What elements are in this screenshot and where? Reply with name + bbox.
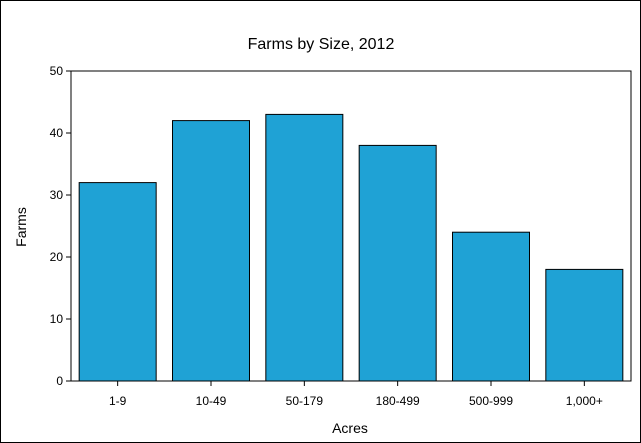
x-tick-label-4: 500-999: [469, 394, 513, 408]
y-axis-label: Farms: [13, 207, 29, 247]
bar-5: [545, 268, 624, 382]
bar-1: [172, 120, 250, 382]
chart-title: Farms by Size, 2012: [248, 36, 395, 53]
plot-area: 0 10 20 30 40 50 1-9 10-49 50-179 180-499 500-999 1…: [50, 64, 632, 408]
x-tick-label-0: 1-9: [109, 394, 127, 408]
y-tick-label-4: 40: [50, 126, 64, 140]
y-tick-label-5: 50: [50, 64, 64, 78]
bar-2: [265, 113, 344, 382]
y-tick-label-0: 0: [56, 374, 63, 388]
bar-4: [452, 231, 530, 382]
x-tick-label-5: 1,000+: [566, 394, 603, 408]
x-tick-label-3: 180-499: [376, 394, 420, 408]
plot-frame: [70, 70, 632, 382]
y-tick-label-3: 30: [50, 188, 64, 202]
x-tick-label-2: 50-179: [286, 394, 324, 408]
x-tick-label-1: 10-49: [196, 394, 227, 408]
bar-0: [78, 182, 157, 382]
x-axis-label: Acres: [332, 420, 368, 436]
bar-3: [358, 144, 437, 382]
y-tick-label-2: 20: [50, 250, 64, 264]
y-tick-label-1: 10: [50, 312, 64, 326]
